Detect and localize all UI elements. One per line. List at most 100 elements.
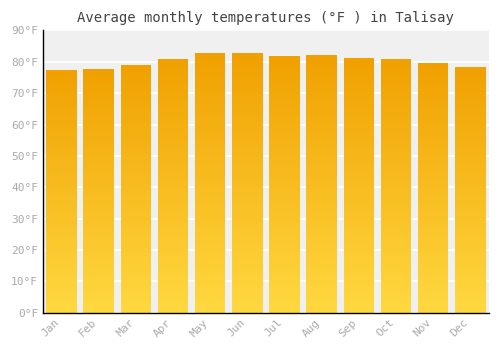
Bar [381, 243, 411, 244]
Bar [344, 189, 374, 190]
Bar [455, 309, 486, 310]
Bar [120, 248, 151, 250]
Bar [344, 260, 374, 262]
Bar [306, 146, 337, 148]
Bar [46, 276, 77, 278]
Bar [270, 154, 300, 156]
Bar [270, 266, 300, 268]
Bar [455, 103, 486, 104]
Bar [418, 114, 448, 115]
Bar [381, 122, 411, 124]
Bar [306, 280, 337, 282]
Bar [120, 150, 151, 152]
Bar [158, 201, 188, 202]
Bar [84, 131, 114, 132]
Bar [381, 148, 411, 149]
Bar [232, 65, 262, 66]
Bar [120, 237, 151, 238]
Bar [381, 76, 411, 77]
Bar [381, 296, 411, 297]
Bar [158, 93, 188, 95]
Bar [195, 67, 226, 69]
Bar [120, 140, 151, 142]
Bar [120, 116, 151, 117]
Bar [455, 80, 486, 82]
Bar [195, 220, 226, 222]
Bar [232, 275, 262, 276]
Bar [455, 180, 486, 181]
Bar [455, 115, 486, 116]
Bar [46, 309, 77, 310]
Bar [270, 312, 300, 313]
Bar [306, 126, 337, 127]
Bar [84, 102, 114, 103]
Bar [381, 111, 411, 112]
Bar [158, 149, 188, 150]
Bar [344, 118, 374, 119]
Bar [232, 139, 262, 140]
Bar [232, 71, 262, 72]
Bar [270, 169, 300, 170]
Bar [195, 233, 226, 235]
Bar [270, 236, 300, 237]
Bar [344, 204, 374, 205]
Bar [158, 288, 188, 290]
Bar [306, 203, 337, 204]
Bar [232, 88, 262, 89]
Bar [381, 284, 411, 285]
Bar [306, 259, 337, 260]
Bar [158, 134, 188, 135]
Bar [418, 77, 448, 78]
Bar [455, 113, 486, 115]
Bar [84, 259, 114, 260]
Bar [46, 146, 77, 148]
Bar [381, 240, 411, 242]
Bar [344, 190, 374, 191]
Bar [455, 171, 486, 173]
Bar [46, 235, 77, 236]
Bar [381, 87, 411, 89]
Bar [195, 245, 226, 246]
Bar [120, 310, 151, 312]
Bar [344, 70, 374, 72]
Bar [195, 87, 226, 88]
Bar [84, 112, 114, 113]
Bar [418, 78, 448, 79]
Bar [232, 245, 262, 246]
Bar [455, 144, 486, 146]
Bar [84, 75, 114, 76]
Bar [120, 103, 151, 105]
Bar [84, 98, 114, 99]
Bar [381, 195, 411, 196]
Bar [306, 256, 337, 257]
Bar [455, 101, 486, 103]
Bar [232, 57, 262, 58]
Bar [46, 80, 77, 81]
Bar [195, 297, 226, 298]
Bar [46, 304, 77, 305]
Bar [344, 151, 374, 152]
Bar [418, 180, 448, 181]
Bar [120, 214, 151, 215]
Bar [46, 153, 77, 154]
Bar [344, 281, 374, 282]
Bar [195, 227, 226, 228]
Bar [120, 229, 151, 230]
Bar [195, 147, 226, 148]
Bar [46, 236, 77, 237]
Bar [84, 279, 114, 280]
Bar [84, 237, 114, 238]
Bar [306, 186, 337, 188]
Bar [455, 282, 486, 283]
Bar [84, 163, 114, 164]
Bar [158, 190, 188, 191]
Bar [344, 232, 374, 233]
Bar [455, 130, 486, 131]
Bar [232, 101, 262, 102]
Bar [120, 90, 151, 91]
Bar [46, 103, 77, 104]
Bar [455, 307, 486, 308]
Bar [455, 279, 486, 281]
Bar [270, 140, 300, 142]
Bar [306, 252, 337, 253]
